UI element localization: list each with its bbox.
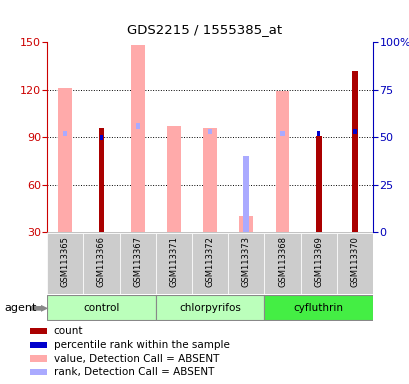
Bar	[155, 233, 191, 294]
Text: cyfluthrin: cyfluthrin	[293, 303, 343, 313]
Bar	[119, 233, 155, 294]
Bar	[83, 233, 119, 294]
Bar	[63, 131, 67, 136]
Bar	[100, 134, 103, 140]
Text: control: control	[83, 303, 119, 313]
Text: count: count	[54, 326, 83, 336]
Text: chlorpyrifos: chlorpyrifos	[179, 303, 240, 313]
Bar	[243, 156, 249, 232]
Bar	[228, 233, 264, 294]
Bar	[30, 342, 47, 348]
Text: GSM113370: GSM113370	[350, 236, 359, 287]
Bar	[155, 295, 264, 320]
Bar	[351, 71, 357, 232]
Bar	[300, 233, 336, 294]
Bar	[30, 328, 47, 334]
Bar	[47, 233, 83, 294]
Text: rank, Detection Call = ABSENT: rank, Detection Call = ABSENT	[54, 367, 213, 377]
Bar	[130, 45, 144, 232]
Text: agent: agent	[4, 303, 36, 313]
Bar	[315, 136, 321, 232]
Bar	[30, 356, 47, 362]
Bar	[317, 131, 319, 136]
Bar	[352, 129, 356, 134]
Text: GSM113372: GSM113372	[205, 236, 214, 287]
Text: GSM113369: GSM113369	[314, 236, 322, 287]
Bar	[207, 129, 212, 134]
Bar	[264, 295, 372, 320]
Text: GSM113367: GSM113367	[133, 236, 142, 287]
Bar	[336, 233, 372, 294]
Bar	[280, 131, 284, 136]
Text: GSM113368: GSM113368	[277, 236, 286, 287]
Text: percentile rank within the sample: percentile rank within the sample	[54, 340, 229, 350]
Text: GDS2215 / 1555385_at: GDS2215 / 1555385_at	[127, 23, 282, 36]
Bar	[135, 123, 139, 129]
Text: GSM113371: GSM113371	[169, 236, 178, 287]
Bar	[264, 233, 300, 294]
Bar	[47, 295, 155, 320]
Text: GSM113365: GSM113365	[61, 236, 70, 287]
Bar	[98, 128, 104, 232]
Text: value, Detection Call = ABSENT: value, Detection Call = ABSENT	[54, 354, 218, 364]
Bar	[239, 217, 253, 232]
Bar	[58, 88, 72, 232]
Bar	[203, 128, 216, 232]
Bar	[353, 129, 356, 134]
Bar	[30, 369, 47, 376]
Text: GSM113373: GSM113373	[241, 236, 250, 287]
Text: GSM113366: GSM113366	[97, 236, 106, 287]
Bar	[275, 91, 289, 232]
Bar	[191, 233, 228, 294]
Bar	[166, 126, 180, 232]
